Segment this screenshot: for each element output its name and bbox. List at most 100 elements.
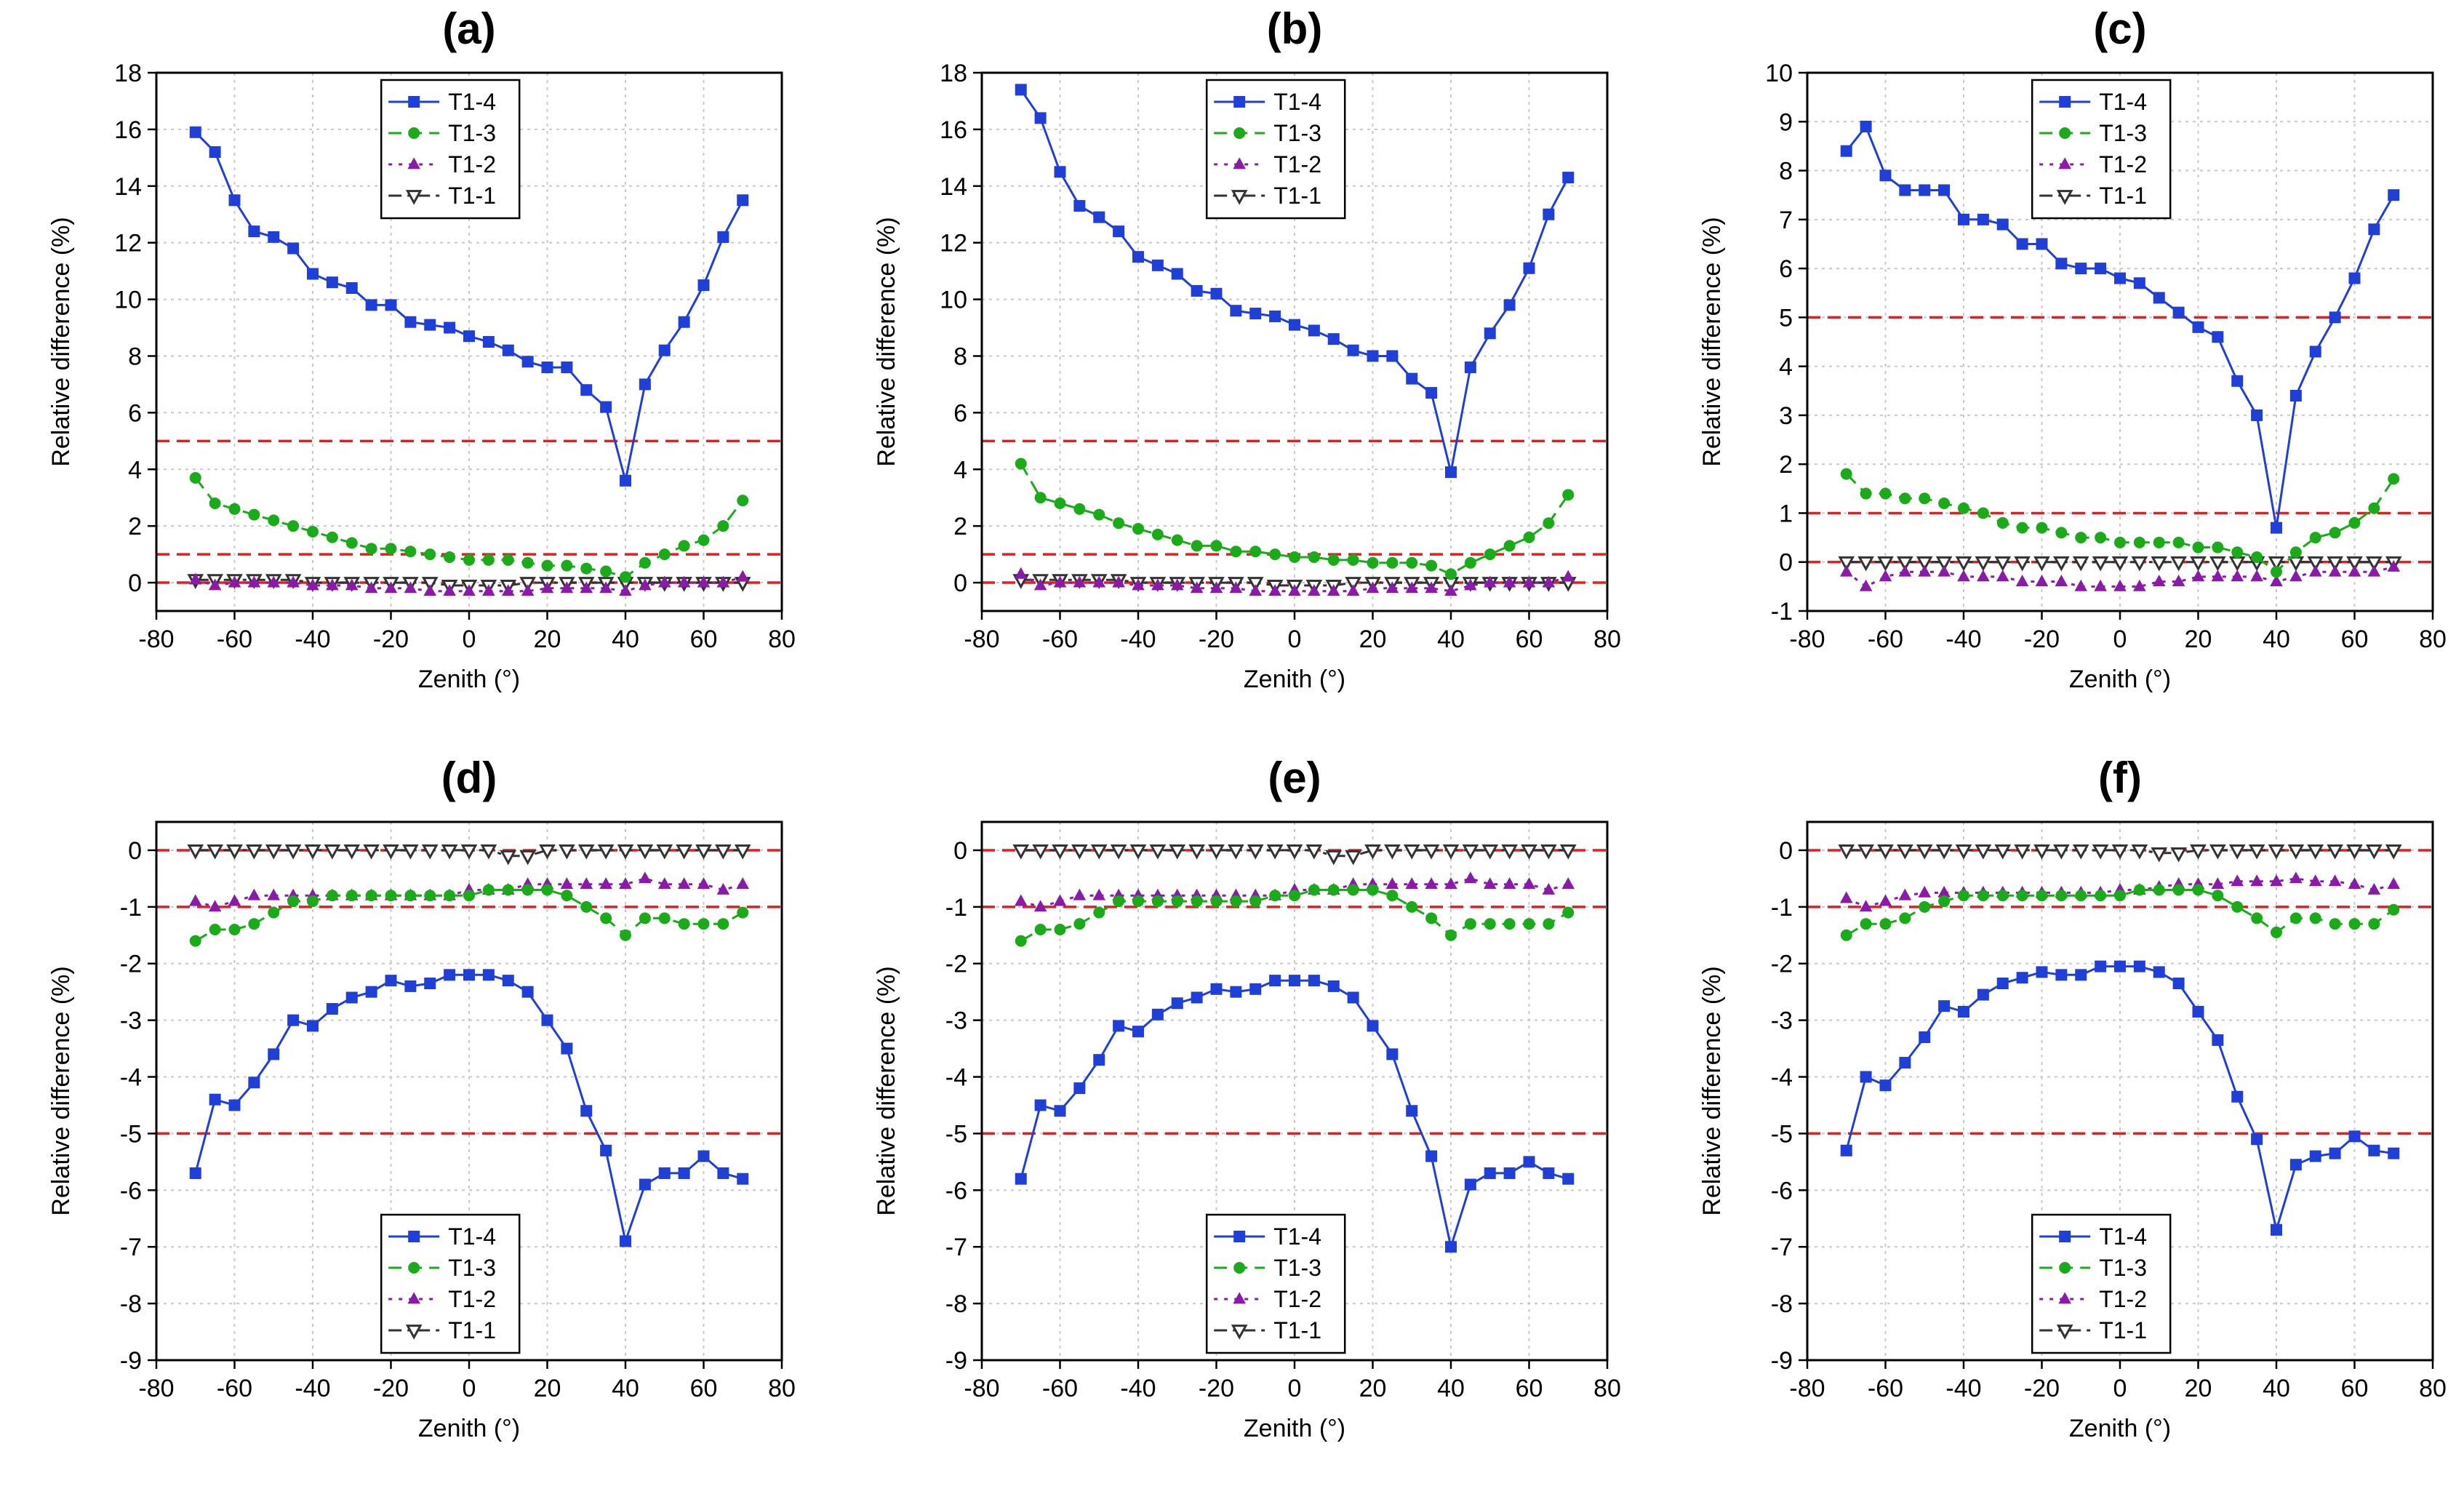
legend-label-t1-1: T1-1 — [1273, 1317, 1321, 1343]
data-point-t1-1 — [1559, 844, 1577, 860]
legend-label-t1-2: T1-2 — [448, 151, 496, 177]
legend-marker-t1-2 — [407, 157, 420, 169]
y-tick-label: -1 — [1771, 894, 1793, 922]
legend-marker-t1-2 — [1233, 1292, 1246, 1304]
data-point-t1-2 — [1996, 570, 2009, 582]
x-tick-label: 80 — [1593, 1375, 1621, 1402]
data-point-t1-3 — [1367, 556, 1379, 569]
data-point-t1-3 — [1523, 531, 1535, 543]
legend-marker-t1-3 — [1233, 127, 1246, 139]
data-point-t1-3 — [678, 540, 690, 552]
data-point-t1-3 — [2133, 884, 2145, 896]
data-point-t1-4 — [444, 321, 456, 334]
y-tick-label: 1 — [1779, 500, 1793, 527]
data-point-t1-1 — [1012, 844, 1030, 860]
x-tick-label: 20 — [1359, 1375, 1387, 1402]
data-point-t1-1 — [2366, 556, 2383, 572]
data-point-t1-3 — [1503, 918, 1516, 930]
data-point-t1-2 — [736, 877, 750, 890]
data-point-t1-4 — [2172, 978, 2185, 989]
data-point-t1-4 — [521, 356, 534, 368]
data-point-t1-4 — [1543, 208, 1555, 220]
plot-frame — [1806, 71, 2434, 612]
data-point-t1-2 — [384, 581, 398, 594]
data-point-t1-3 — [1919, 492, 1931, 505]
data-point-t1-4 — [620, 1235, 631, 1247]
data-point-t1-4 — [1445, 1241, 1457, 1253]
data-point-t1-3 — [2368, 502, 2380, 514]
data-point-t1-4 — [424, 978, 436, 989]
data-point-t1-1 — [1345, 850, 1361, 866]
data-point-t1-1 — [2366, 844, 2383, 860]
data-point-t1-2 — [1898, 888, 1912, 900]
x-tick-label: -80 — [138, 1375, 174, 1402]
data-point-t1-3 — [2388, 903, 2400, 916]
data-point-t1-4 — [2368, 1144, 2380, 1157]
data-point-t1-1 — [1994, 844, 2012, 860]
legend-label-t1-4: T1-4 — [448, 89, 496, 115]
data-point-t1-2 — [560, 877, 574, 890]
data-point-t1-3 — [1132, 523, 1144, 535]
panel-label: (b) — [1267, 4, 1323, 53]
data-point-t1-3 — [1347, 884, 1359, 896]
data-point-t1-4 — [2055, 257, 2068, 270]
data-point-t1-3 — [1840, 468, 1852, 480]
data-point-t1-3 — [1543, 517, 1555, 530]
data-point-t1-1 — [1916, 844, 1933, 860]
legend-marker-t1-4 — [408, 96, 420, 108]
data-point-t1-2 — [1190, 581, 1204, 594]
data-point-t1-3 — [326, 531, 338, 543]
data-point-t1-4 — [2388, 189, 2400, 201]
y-tick-label: -6 — [1771, 1177, 1793, 1205]
x-tick-label: 0 — [463, 1375, 476, 1402]
data-point-t1-4 — [404, 316, 417, 328]
y-tick-label: -2 — [945, 951, 967, 978]
data-point-t1-2 — [2172, 575, 2185, 587]
data-point-t1-4 — [2271, 522, 2282, 534]
data-point-t1-2 — [1898, 564, 1912, 577]
data-point-t1-3 — [345, 890, 358, 902]
data-point-t1-4 — [1464, 1178, 1476, 1191]
data-point-t1-2 — [1918, 564, 1932, 577]
data-point-t1-4 — [228, 194, 241, 207]
data-point-t1-2 — [1977, 570, 1990, 582]
legend-box — [2031, 79, 2172, 220]
data-point-t1-2 — [1366, 581, 1380, 594]
data-point-t1-1 — [1897, 844, 1913, 860]
x-tick-label: 80 — [768, 626, 796, 653]
data-point-t1-4 — [2348, 272, 2361, 284]
data-point-t1-3 — [1327, 884, 1340, 896]
data-point-t1-1 — [1286, 844, 1303, 860]
data-point-t1-1 — [1916, 556, 1933, 572]
data-point-t1-4 — [1543, 1167, 1555, 1179]
legend-label-t1-4: T1-4 — [448, 1223, 496, 1250]
data-point-t1-1 — [1129, 844, 1147, 860]
data-point-t1-4 — [737, 194, 749, 207]
data-point-t1-3 — [1132, 895, 1144, 908]
data-point-t1-4 — [1191, 284, 1203, 297]
series-line-t1-1 — [195, 578, 743, 587]
data-point-t1-3 — [1113, 895, 1125, 908]
data-point-t1-4 — [287, 1014, 300, 1026]
data-point-t1-1 — [1345, 577, 1361, 592]
y-tick-label: -5 — [1771, 1120, 1793, 1148]
data-point-t1-1 — [1169, 844, 1186, 860]
data-point-t1-2 — [2250, 570, 2263, 582]
data-point-t1-4 — [1386, 1048, 1399, 1060]
data-point-t1-3 — [228, 503, 241, 515]
data-point-t1-3 — [1327, 554, 1340, 566]
data-point-t1-3 — [482, 554, 495, 566]
data-point-t1-4 — [2153, 966, 2165, 978]
data-point-t1-2 — [2387, 559, 2401, 572]
y-tick-label: 6 — [128, 399, 142, 427]
data-point-t1-1 — [1935, 844, 1953, 860]
data-point-t1-4 — [1367, 1020, 1379, 1032]
data-point-t1-2 — [1542, 575, 1556, 588]
data-point-t1-4 — [248, 1076, 260, 1089]
x-tick-label: -60 — [1042, 626, 1078, 653]
data-point-t1-1 — [402, 844, 419, 860]
data-point-t1-4 — [600, 1144, 612, 1157]
y-tick-label: 10 — [1765, 60, 1793, 87]
data-point-t1-1 — [460, 844, 478, 860]
y-tick-label: 2 — [128, 513, 142, 540]
